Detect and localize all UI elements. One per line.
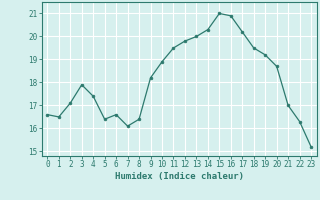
X-axis label: Humidex (Indice chaleur): Humidex (Indice chaleur) [115, 172, 244, 181]
